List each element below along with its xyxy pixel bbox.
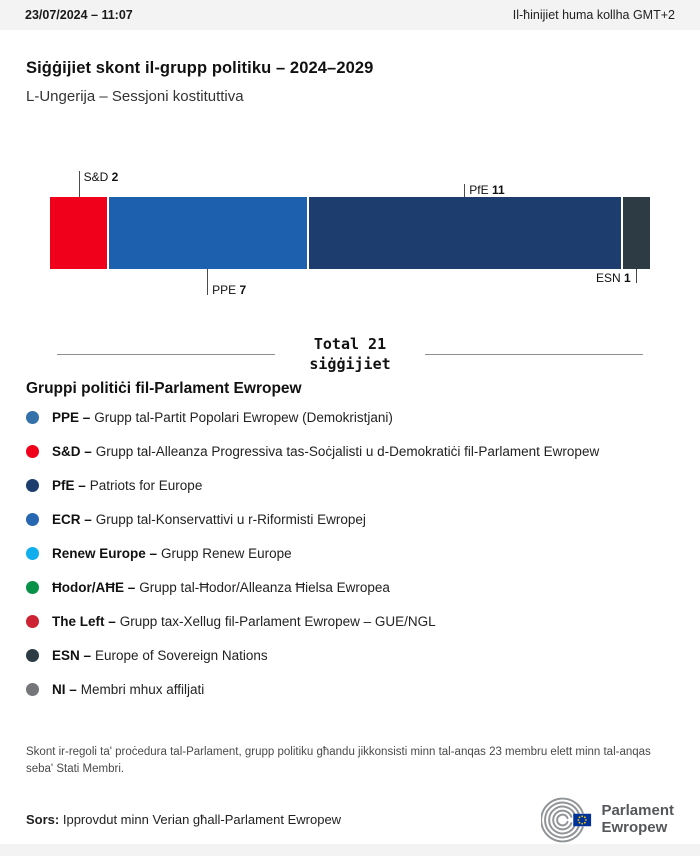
source-row: Sors: Ipprovdut minn Verian għall-Parlam… [26, 795, 674, 845]
legend-item-ppe: PPE – Grupp tal-Partit Popolari Ewropew (… [26, 400, 674, 434]
bar-label-text-sd: S&D 2 [83, 170, 119, 184]
ep-hemicycle-logo-icon [541, 797, 592, 842]
legend-dot-sd [26, 444, 39, 458]
legend-name-pfe: Patriots for Europe [89, 477, 203, 493]
bar-segment-pfe [307, 197, 622, 269]
legend-item-reneweurope: Renew Europe – Grupp Renew Europe [26, 536, 674, 570]
legend-item-ni: NI – Membri mhux affiljati [26, 672, 674, 706]
content: Siġġijiet skont il-grupp politiku – 2024… [0, 59, 700, 845]
bar-tick-pfe [464, 184, 466, 197]
source-value: Ipprovdut minn Verian għall-Parlament Ew… [62, 812, 342, 827]
legend-name-odorae: Grupp tal-Ħodor/Alleanza Ħielsa Ewropea [139, 579, 390, 595]
legend-abbr-theleft: The Left – [52, 613, 116, 629]
legend-abbr-ni: NI – [52, 681, 77, 697]
bar-tick-ppe [207, 269, 209, 295]
ep-logo-text: Parlament Ewropew [601, 801, 674, 837]
logo-line1: Parlament [601, 801, 674, 819]
bar-segment-sd [50, 197, 108, 269]
ep-logo: Parlament Ewropew [541, 795, 674, 845]
total-label: Total 21 siġġijiet [275, 335, 424, 374]
topbar: 23/07/2024 – 11:07 Il-ħinijiet huma koll… [0, 0, 700, 30]
legend-item-pfe: PfE – Patriots for Europe [26, 468, 674, 502]
source-label: Sors: [26, 812, 60, 827]
legend-dot-ecr [26, 512, 39, 526]
legend-abbr-sd: S&D – [52, 443, 92, 459]
legend-dot-ni [26, 682, 39, 696]
datetime-text: 23/07/2024 – 11:07 [25, 8, 133, 22]
legend-abbr-ecr: ECR – [52, 511, 92, 527]
legend-item-sd: S&D – Grupp tal-Alleanza Progressiva tas-… [26, 434, 674, 468]
legend-abbr-reneweurope: Renew Europe – [52, 545, 158, 561]
bar-tick-sd [78, 171, 80, 197]
total-line1: Total 21 [313, 335, 387, 353]
bar-label-text-esn: ESN 1 [596, 271, 631, 285]
legend-item-ecr: ECR – Grupp tal-Konservattivi u r-Riformi… [26, 502, 674, 536]
total-row: Total 21 siġġijiet [57, 335, 643, 374]
bar-tick-esn [635, 269, 637, 283]
bottom-strip [0, 844, 700, 856]
legend-abbr-ppe: PPE – [52, 409, 91, 425]
legend-name-reneweurope: Grupp Renew Europe [161, 545, 292, 561]
legend-dot-pfe [26, 478, 39, 492]
page-title: Siġġijiet skont il-grupp politiku – 2024… [26, 59, 374, 77]
legend-name-sd: Grupp tal-Alleanza Progressiva tas-Soċja… [95, 443, 600, 459]
legend-name-theleft: Grupp tax-Xellug fil-Parlament Ewropew –… [119, 613, 436, 629]
legend-name-ecr: Grupp tal-Konservattivi u r-Riformisti E… [95, 511, 366, 527]
legend-dot-ppe [26, 410, 39, 424]
bar-label-text-ppe: PPE 7 [212, 283, 247, 297]
legend-dot-reneweurope [26, 546, 39, 560]
chart-area: S&D 2 PPE 7 PfE 11 ESN 1 [50, 135, 650, 305]
legend-list: PPE – Grupp tal-Partit Popolari Ewropew (… [26, 400, 674, 706]
bar-segment-esn [621, 197, 650, 269]
legend-name-ni: Membri mhux affiljati [80, 681, 205, 697]
legend-abbr-pfe: PfE – [52, 477, 86, 493]
page-subtitle: L-Ungerija – Sessjoni kostituttiva [26, 88, 244, 105]
footnote: Skont ir-regoli ta' proċedura tal-Parlam… [26, 746, 651, 776]
legend-dot-esn [26, 648, 39, 662]
legend-abbr-odorae: Ħodor/AĦE – [52, 579, 136, 595]
legend-name-esn: Europe of Sovereign Nations [95, 647, 268, 663]
legend-dot-odorae [26, 580, 39, 594]
legend-abbr-esn: ESN – [52, 647, 92, 663]
legend-item-odorae: Ħodor/AĦE – Grupp tal-Ħodor/Alleanza Ħiel… [26, 570, 674, 604]
source-text: Sors: Ipprovdut minn Verian għall-Parlam… [26, 812, 341, 827]
legend-item-theleft: The Left – Grupp tax-Xellug fil-Parlament… [26, 604, 674, 638]
stacked-bar [50, 197, 650, 269]
bar-label-text-pfe: PfE 11 [469, 183, 505, 197]
legend-name-ppe: Grupp tal-Partit Popolari Ewropew (Demok… [94, 409, 393, 425]
total-rule-left [57, 354, 276, 355]
legend-dot-theleft [26, 614, 39, 628]
total-line2: siġġijiet [309, 354, 391, 373]
bar-segment-ppe [107, 197, 308, 269]
legend-heading: Gruppi politiċi fil-Parlament Ewropew [26, 380, 302, 397]
legend-item-esn: ESN – Europe of Sovereign Nations [26, 638, 674, 672]
logo-line2: Ewropew [601, 818, 668, 836]
total-rule-right [424, 354, 643, 355]
timezone-note: Il-ħinijiet huma kollha GMT+2 [512, 8, 675, 22]
